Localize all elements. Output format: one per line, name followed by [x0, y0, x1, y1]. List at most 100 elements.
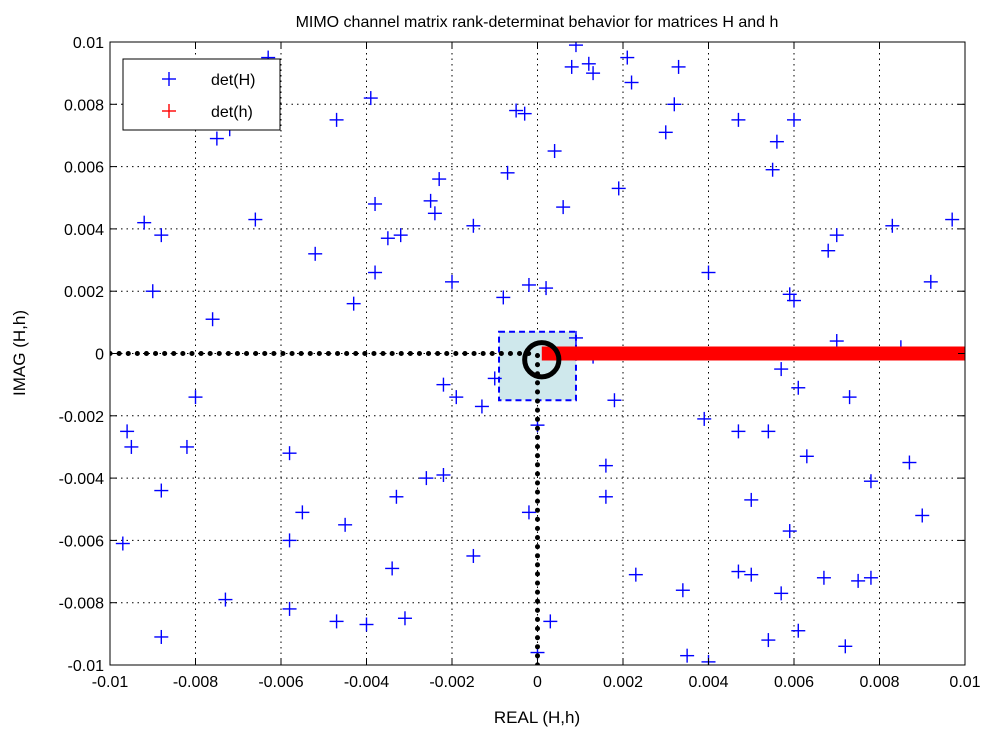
det-H-point	[761, 633, 776, 648]
det-H-point	[816, 570, 831, 585]
det-H-point	[517, 106, 532, 121]
ticks	[109, 41, 966, 666]
det-H-point	[765, 162, 780, 177]
det-H-point	[863, 474, 878, 489]
det-H-point	[838, 639, 853, 654]
det-H-point	[500, 165, 515, 180]
legend-label-det-h: det(h)	[211, 104, 253, 121]
det-H-point	[543, 614, 558, 629]
x-tick-label: 0.004	[688, 674, 728, 691]
x-axis-label: REAL (H,h)	[494, 708, 580, 727]
det-H-point	[586, 66, 601, 81]
y-tick-label: -0.004	[59, 471, 104, 488]
det-H-point	[821, 243, 836, 258]
det-H-point	[598, 489, 613, 504]
y-tick-label: 0.004	[64, 222, 104, 239]
annotations-front	[110, 340, 965, 665]
det-H-point	[329, 112, 344, 127]
det-H-point	[791, 380, 806, 395]
det-H-point	[346, 296, 361, 311]
det-H-point	[282, 533, 297, 548]
x-tick-label: -0.008	[173, 674, 218, 691]
det-H-point	[380, 231, 395, 246]
det-H-point	[744, 567, 759, 582]
det-H-point	[474, 399, 489, 414]
y-tick-label: 0	[95, 347, 104, 364]
det-H-point	[842, 390, 857, 405]
y-tick-label: 0.008	[64, 97, 104, 114]
det-H-point	[154, 228, 169, 243]
det-H-point	[445, 274, 459, 289]
det-H-point	[923, 274, 938, 289]
det-H-point	[449, 390, 464, 405]
det-H-point	[556, 200, 571, 215]
det-H-point	[487, 371, 502, 386]
y-tick-label: -0.006	[59, 533, 104, 550]
det-H-point	[521, 277, 536, 292]
det-H-point	[389, 489, 404, 504]
series-points	[115, 42, 964, 665]
det-H-point	[731, 112, 746, 127]
y-tick-label: -0.01	[68, 658, 105, 675]
legend-marker-det-h	[162, 104, 176, 118]
det-H-point	[863, 570, 878, 585]
det-H-point	[620, 50, 635, 65]
origin-circle-marker	[522, 340, 562, 380]
det-H-point	[791, 623, 806, 638]
det-H-point	[432, 172, 447, 187]
det-H-point	[397, 611, 412, 626]
det-H-point	[799, 449, 814, 464]
det-H-point	[137, 215, 152, 230]
det-H-point	[154, 483, 169, 498]
det-H-point	[581, 56, 596, 71]
x-tick-label: 0.006	[774, 674, 814, 691]
det-H-point	[624, 75, 639, 90]
det-H-point	[115, 536, 130, 551]
det-H-point	[521, 505, 536, 520]
x-tick-label: -0.002	[429, 674, 474, 691]
det-H-point	[680, 648, 695, 663]
chart-title: MIMO channel matrix rank-determinat beha…	[296, 14, 779, 31]
det-H-point	[829, 334, 844, 349]
det-H-point	[731, 564, 746, 579]
x-tick-labels: -0.01 -0.008 -0.006 -0.004 -0.002 0 0.002 0.004…	[92, 674, 981, 691]
det-H-point	[945, 212, 960, 227]
det-H-point	[774, 362, 789, 377]
x-tick-label: -0.006	[258, 674, 303, 691]
y-tick-label: 0.002	[64, 284, 104, 301]
det-H-point	[436, 377, 451, 392]
det-H-point	[658, 125, 673, 140]
det-H-point	[564, 59, 579, 74]
legend-box	[122, 58, 281, 131]
det-H-point	[120, 424, 135, 439]
y-axis-label: IMAG (H,h)	[10, 310, 29, 396]
det-H-point	[145, 284, 160, 299]
det-H-point	[607, 393, 622, 408]
det-H-point	[466, 218, 481, 233]
x-tick-label: -0.01	[92, 674, 129, 691]
det-H-point	[368, 265, 383, 280]
det-H-point	[731, 424, 746, 439]
legend: det(H) det(h)	[122, 58, 281, 131]
det-H-point	[675, 583, 690, 598]
det-H-point	[667, 97, 682, 112]
det-H-point	[179, 439, 194, 454]
det-H-point	[628, 567, 643, 582]
det-H-point	[568, 42, 583, 53]
y-tick-labels: -0.01 -0.008 -0.006 -0.004 -0.002 0 0.002 0.004…	[59, 35, 104, 675]
det-H-point	[902, 455, 917, 470]
det-H-point	[539, 281, 554, 296]
det-H-point	[787, 112, 801, 127]
det-H-point	[915, 508, 930, 523]
det-H-point	[496, 290, 511, 305]
det-H-point	[248, 212, 263, 227]
det-H-point	[568, 330, 583, 345]
det-H-point	[598, 458, 613, 473]
det-H-point	[436, 467, 451, 482]
y-tick-label: 0.01	[73, 35, 104, 52]
det-H-point	[393, 228, 408, 243]
det-H-point	[744, 492, 759, 507]
det-H-point	[282, 601, 297, 616]
det-H-point	[368, 196, 383, 211]
